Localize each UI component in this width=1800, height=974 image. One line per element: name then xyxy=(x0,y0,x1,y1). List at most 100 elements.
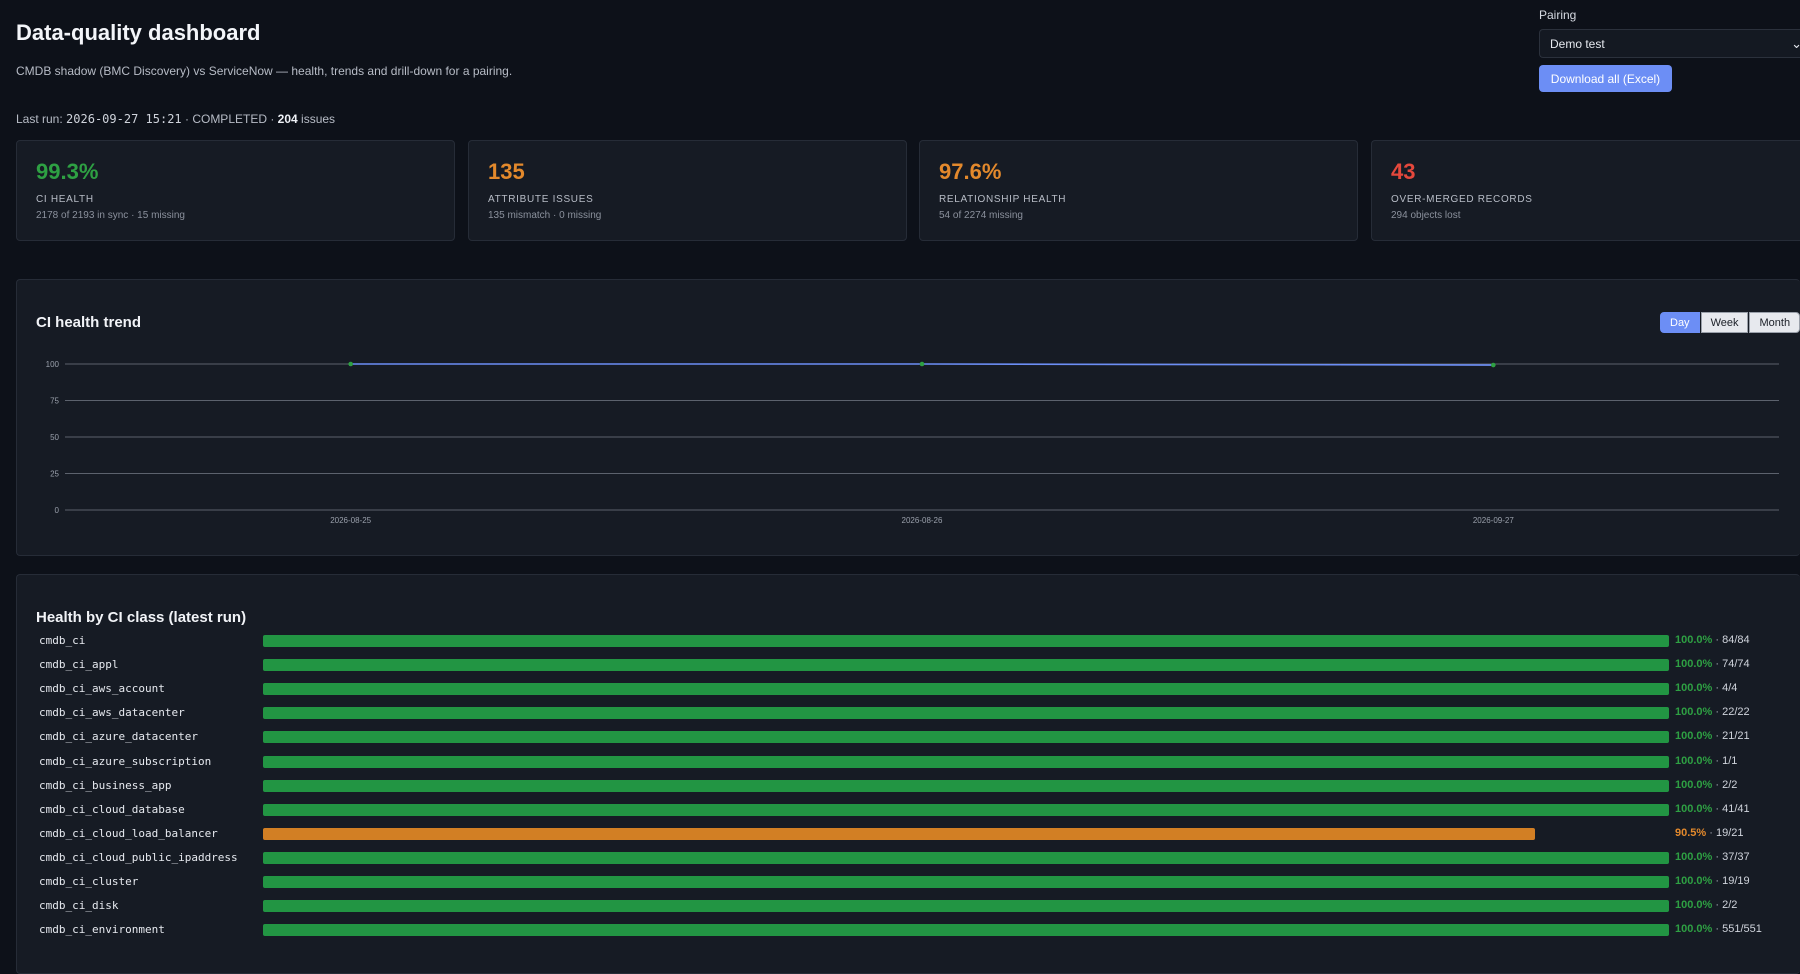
health-percent-value: 100.0% xyxy=(1675,634,1713,646)
kpi-card-ci-health: 99.3% CI HEALTH 2178 of 2193 in sync · 1… xyxy=(16,140,455,241)
health-bar-track xyxy=(263,755,1669,768)
y-tick-label: 25 xyxy=(50,470,59,479)
health-bar-track xyxy=(263,731,1669,744)
health-count: 19/19 xyxy=(1722,875,1750,887)
ci-class-name: cmdb_ci_environment xyxy=(39,923,165,937)
ci-class-name: cmdb_ci_disk xyxy=(39,899,119,913)
health-percent: 100.0% · 1/1 xyxy=(1675,755,1737,767)
health-bar-fill xyxy=(263,731,1669,744)
health-percent-value: 100.0% xyxy=(1675,754,1713,767)
health-bar-track xyxy=(263,851,1669,864)
health-percent-value: 100.0% xyxy=(1675,658,1713,671)
trend-data-point[interactable] xyxy=(919,361,925,367)
class-health-row[interactable]: cmdb_ci_environment 100.0% · 551/551 xyxy=(17,918,1800,942)
download-all-button[interactable]: Download all (Excel) xyxy=(1539,65,1672,92)
class-health-row[interactable]: cmdb_ci_cloud_load_balancer 90.5% · 19/21 xyxy=(17,822,1800,846)
health-count: 4/4 xyxy=(1722,682,1738,695)
kpi-subtext: 54 of 2274 missing xyxy=(939,210,1023,221)
kpi-label: ATTRIBUTE ISSUES xyxy=(488,194,594,205)
health-percent-value: 100.0% xyxy=(1675,802,1713,815)
health-percent: 100.0% · 19/19 xyxy=(1675,875,1750,887)
x-tick-label: 2026-08-26 xyxy=(902,516,943,525)
health-bar-fill xyxy=(263,803,1669,816)
range-day-button[interactable]: Day xyxy=(1660,312,1700,333)
health-percent-value: 100.0% xyxy=(1675,899,1713,912)
health-bar-fill xyxy=(263,827,1536,840)
health-bar-fill xyxy=(263,635,1669,647)
ci-class-name: cmdb_ci_business_app xyxy=(39,778,172,792)
class-health-row[interactable]: cmdb_ci_cloud_public_ipaddress 100.0% · 3… xyxy=(17,846,1800,870)
class-health-row[interactable]: cmdb_ci_aws_account 100.0% · 4/4 xyxy=(17,677,1800,701)
last-run-summary: Last run: 2026-09-27 15:21 · COMPLETED ·… xyxy=(16,112,335,126)
health-bar-fill xyxy=(263,707,1669,720)
health-percent: 100.0% · 74/74 xyxy=(1675,658,1750,670)
range-month-button[interactable]: Month xyxy=(1749,312,1800,333)
ci-class-name: cmdb_ci_aws_account xyxy=(39,682,165,696)
kpi-card-attribute-issues: 135 ATTRIBUTE ISSUES 135 mismatch · 0 mi… xyxy=(468,140,907,241)
ci-class-name: cmdb_ci_appl xyxy=(39,658,119,672)
separator-dot: · xyxy=(1712,850,1723,863)
health-percent: 100.0% · 21/21 xyxy=(1675,730,1750,742)
separator-dot: · xyxy=(1706,826,1716,839)
health-percent-value: 90.5% xyxy=(1675,826,1707,839)
class-health-title: Health by CI class (latest run) xyxy=(36,609,247,626)
separator-dot: · xyxy=(1712,754,1723,767)
page-subtitle: CMDB shadow (BMC Discovery) vs ServiceNo… xyxy=(16,64,513,78)
range-week-button[interactable]: Week xyxy=(1700,312,1749,333)
pairing-select[interactable]: Demo test ⌄ xyxy=(1539,29,1800,58)
class-health-row[interactable]: cmdb_ci_appl 100.0% · 74/74 xyxy=(17,653,1800,677)
kpi-label: OVER-MERGED RECORDS xyxy=(1391,194,1533,205)
health-percent: 100.0% · 37/37 xyxy=(1675,851,1750,863)
health-bar-track xyxy=(263,803,1669,816)
class-health-row[interactable]: cmdb_ci_aws_datacenter 100.0% · 22/22 xyxy=(17,701,1800,725)
trend-data-point[interactable] xyxy=(348,361,353,367)
class-health-row[interactable]: cmdb_ci_azure_subscription 100.0% · 1/1 xyxy=(17,750,1800,774)
health-bar-fill xyxy=(263,924,1669,937)
ci-class-name: cmdb_ci xyxy=(39,634,86,647)
health-bar-fill xyxy=(263,779,1669,792)
kpi-subtext: 294 objects lost xyxy=(1391,210,1461,221)
health-count: 1/1 xyxy=(1722,754,1738,767)
health-percent-value: 100.0% xyxy=(1675,778,1713,791)
x-tick-label: 2026-08-25 xyxy=(330,516,371,525)
health-count: 2/2 xyxy=(1722,778,1738,791)
separator-dot: · xyxy=(1712,802,1723,815)
y-tick-label: 100 xyxy=(46,360,60,369)
last-run-prefix: Last run: xyxy=(16,112,63,126)
y-tick-label: 75 xyxy=(50,397,59,406)
health-count: 84/84 xyxy=(1722,634,1750,646)
ci-class-name: cmdb_ci_cloud_load_balancer xyxy=(39,826,218,840)
health-percent-value: 100.0% xyxy=(1675,850,1713,863)
health-percent-value: 100.0% xyxy=(1675,730,1713,743)
trend-panel-title: CI health trend xyxy=(36,314,142,331)
health-bar-track xyxy=(263,635,1669,647)
class-health-row[interactable]: cmdb_ci_azure_datacenter 100.0% · 21/21 xyxy=(17,725,1800,749)
health-bar-fill xyxy=(263,900,1669,913)
health-bar-fill xyxy=(263,851,1669,864)
class-health-row[interactable]: cmdb_ci 100.0% · 84/84 xyxy=(17,629,1800,653)
ci-class-name: cmdb_ci_cloud_database xyxy=(39,802,185,816)
pairing-selected-value: Demo test xyxy=(1550,37,1605,51)
separator-dot: · xyxy=(1712,923,1723,936)
ci-class-name: cmdb_ci_cluster xyxy=(39,875,139,888)
class-health-panel: Health by CI class (latest run) cmdb_ci 1… xyxy=(16,574,1800,974)
class-health-row[interactable]: cmdb_ci_business_app 100.0% · 2/2 xyxy=(17,774,1800,798)
health-count: 19/21 xyxy=(1715,826,1744,839)
class-health-row[interactable]: cmdb_ci_cloud_database 100.0% · 41/41 xyxy=(17,798,1800,822)
kpi-value: 43 xyxy=(1391,159,1416,184)
health-bar-fill xyxy=(263,876,1669,888)
health-bar-track xyxy=(263,707,1669,720)
health-percent: 100.0% · 84/84 xyxy=(1675,634,1750,646)
kpi-value: 97.6% xyxy=(939,159,1002,184)
ci-class-name: cmdb_ci_aws_datacenter xyxy=(39,706,185,720)
health-percent: 100.0% · 2/2 xyxy=(1675,899,1737,911)
health-percent: 100.0% · 41/41 xyxy=(1675,803,1750,815)
class-health-row[interactable]: cmdb_ci_disk 100.0% · 2/2 xyxy=(17,894,1800,918)
kpi-card-relationship-health: 97.6% RELATIONSHIP HEALTH 54 of 2274 mis… xyxy=(919,140,1358,241)
separator-dot: · xyxy=(1712,899,1723,912)
trend-data-point[interactable] xyxy=(1491,362,1496,368)
health-percent: 100.0% · 4/4 xyxy=(1675,682,1737,694)
class-health-row[interactable]: cmdb_ci_cluster 100.0% · 19/19 xyxy=(17,870,1800,894)
health-percent-value: 100.0% xyxy=(1675,706,1713,719)
health-bar-track xyxy=(263,659,1669,672)
